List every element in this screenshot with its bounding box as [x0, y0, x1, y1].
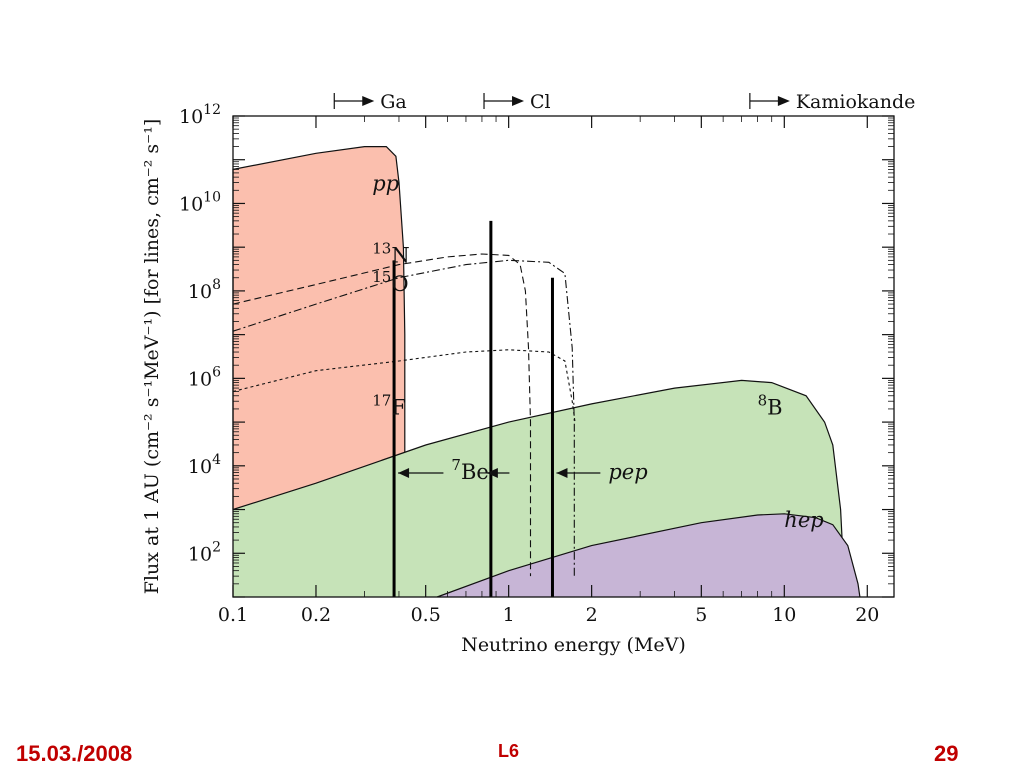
arrow-right-icon — [486, 467, 498, 478]
annotation-7Be: 7Be — [451, 456, 488, 484]
y-axis-label: Flux at 1 AU (cm⁻² s⁻¹MeV⁻¹) [for lines,… — [141, 119, 163, 594]
curve-15O — [232, 259, 575, 577]
footer-date: 15.03./2008 — [16, 741, 133, 766]
footer-lecture: L6 — [498, 741, 520, 761]
annotation-hep: hep — [784, 508, 823, 532]
annotation-pep: pep — [608, 460, 647, 484]
x-tick-label: 0.2 — [301, 604, 331, 626]
threshold-label-Ga: Ga — [380, 91, 407, 113]
arrow-right-icon — [777, 96, 790, 106]
arrow-left-icon — [398, 467, 410, 478]
annotation-13N: 13N — [372, 239, 409, 267]
x-tick-label: 2 — [586, 604, 598, 626]
curve-13N — [232, 253, 532, 577]
curve-8B — [232, 379, 845, 598]
arrow-right-icon — [362, 96, 375, 106]
y-tick-label: 104 — [188, 452, 221, 478]
axes-layer: 102 104 106 108 1010 1012 0.1 0.2 0.5 1 2 5 10 20 Flux… — [141, 91, 915, 626]
y-tick-label: 102 — [188, 539, 221, 565]
x-tick-label: 10 — [772, 604, 796, 626]
curve-hep — [436, 513, 861, 598]
y-tick-label: 108 — [188, 277, 221, 303]
neutrino-flux-chart: 102 104 106 108 1010 1012 0.1 0.2 0.5 1 2 5 10 20 Flux… — [141, 91, 915, 656]
fill-layer — [232, 146, 861, 598]
x-tick-label: 1 — [503, 604, 515, 626]
arrow-left-icon — [556, 467, 568, 478]
plot-frame — [232, 115, 895, 598]
x-tick-label: 5 — [695, 604, 707, 626]
annotation-17F: 17F — [372, 391, 406, 419]
footer-page-number: 29 — [934, 741, 959, 766]
threshold-label-Cl: Cl — [530, 91, 551, 113]
x-axis-label: Neutrino energy (MeV) — [461, 634, 686, 656]
curve-pp — [232, 146, 406, 597]
annotation-pp: pp — [372, 171, 399, 195]
y-tick-label: 1012 — [179, 102, 221, 128]
x-tick-label: 0.1 — [218, 604, 248, 626]
x-tick-label: 0.5 — [411, 604, 441, 626]
threshold-label-Kamiokande: Kamiokande — [796, 91, 916, 113]
x-tick-label: 20 — [855, 604, 879, 626]
annotation-15O: 15O — [372, 268, 408, 296]
curve-layer — [232, 220, 576, 597]
annotation-8B: 8B — [758, 391, 783, 419]
y-tick-label: 106 — [188, 364, 221, 390]
area-hep — [437, 513, 860, 597]
arrow-right-icon — [512, 96, 525, 106]
y-tick-label: 1010 — [179, 189, 221, 215]
